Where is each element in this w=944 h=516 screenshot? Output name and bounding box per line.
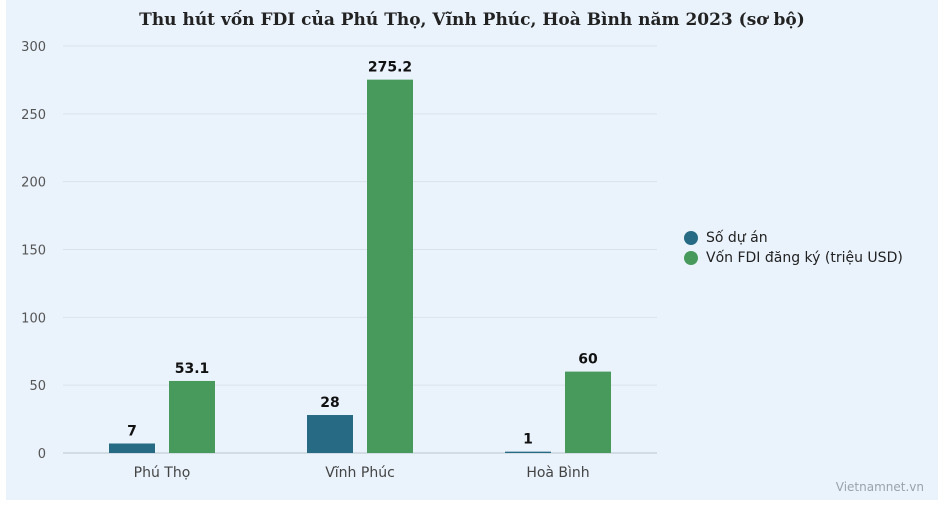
chart-title: Thu hút vốn FDI của Phú Thọ, Vĩnh Phúc, …	[139, 10, 805, 30]
legend-label: Số dự án	[706, 230, 768, 246]
y-tick-label: 100	[21, 311, 46, 326]
bar[interactable]	[109, 443, 155, 453]
x-axis-categories: Phú Thọ Vĩnh Phúc Hoà Bình	[134, 465, 590, 481]
y-axis-ticks: 0 50 100 150 200 250 300	[21, 40, 46, 462]
bar[interactable]	[367, 79, 413, 454]
y-tick-label: 150	[21, 244, 46, 259]
data-label: 7	[127, 424, 137, 440]
data-label: 28	[320, 395, 339, 411]
x-category-label: Vĩnh Phúc	[325, 465, 395, 481]
x-category-label: Phú Thọ	[134, 465, 191, 481]
data-label: 1	[523, 432, 533, 448]
y-tick-label: 300	[21, 40, 46, 55]
legend: Số dự án Vốn FDI đăng ký (triệu USD)	[684, 228, 903, 268]
y-tick-label: 50	[29, 379, 46, 394]
watermark: Vietnamnet.vn	[835, 480, 924, 494]
y-tick-label: 0	[38, 447, 46, 462]
legend-dot-icon	[684, 251, 698, 265]
gridlines	[63, 45, 657, 454]
y-tick-label: 200	[21, 176, 46, 191]
legend-item-so-du-an[interactable]: Số dự án	[684, 228, 903, 248]
y-tick-label: 250	[21, 108, 46, 123]
bar[interactable]	[169, 380, 215, 453]
legend-dot-icon	[684, 231, 698, 245]
bar[interactable]	[505, 451, 551, 453]
bar[interactable]	[565, 371, 611, 453]
legend-label: Vốn FDI đăng ký (triệu USD)	[706, 250, 903, 266]
bar[interactable]	[307, 415, 353, 453]
bars	[109, 79, 611, 454]
x-category-label: Hoà Bình	[526, 465, 589, 481]
data-labels: 7 53.1 28 275.2 1 60	[127, 60, 598, 448]
legend-item-von-fdi[interactable]: Vốn FDI đăng ký (triệu USD)	[684, 248, 903, 268]
data-label: 53.1	[175, 361, 210, 377]
data-label: 60	[578, 352, 598, 368]
data-label: 275.2	[368, 60, 412, 76]
